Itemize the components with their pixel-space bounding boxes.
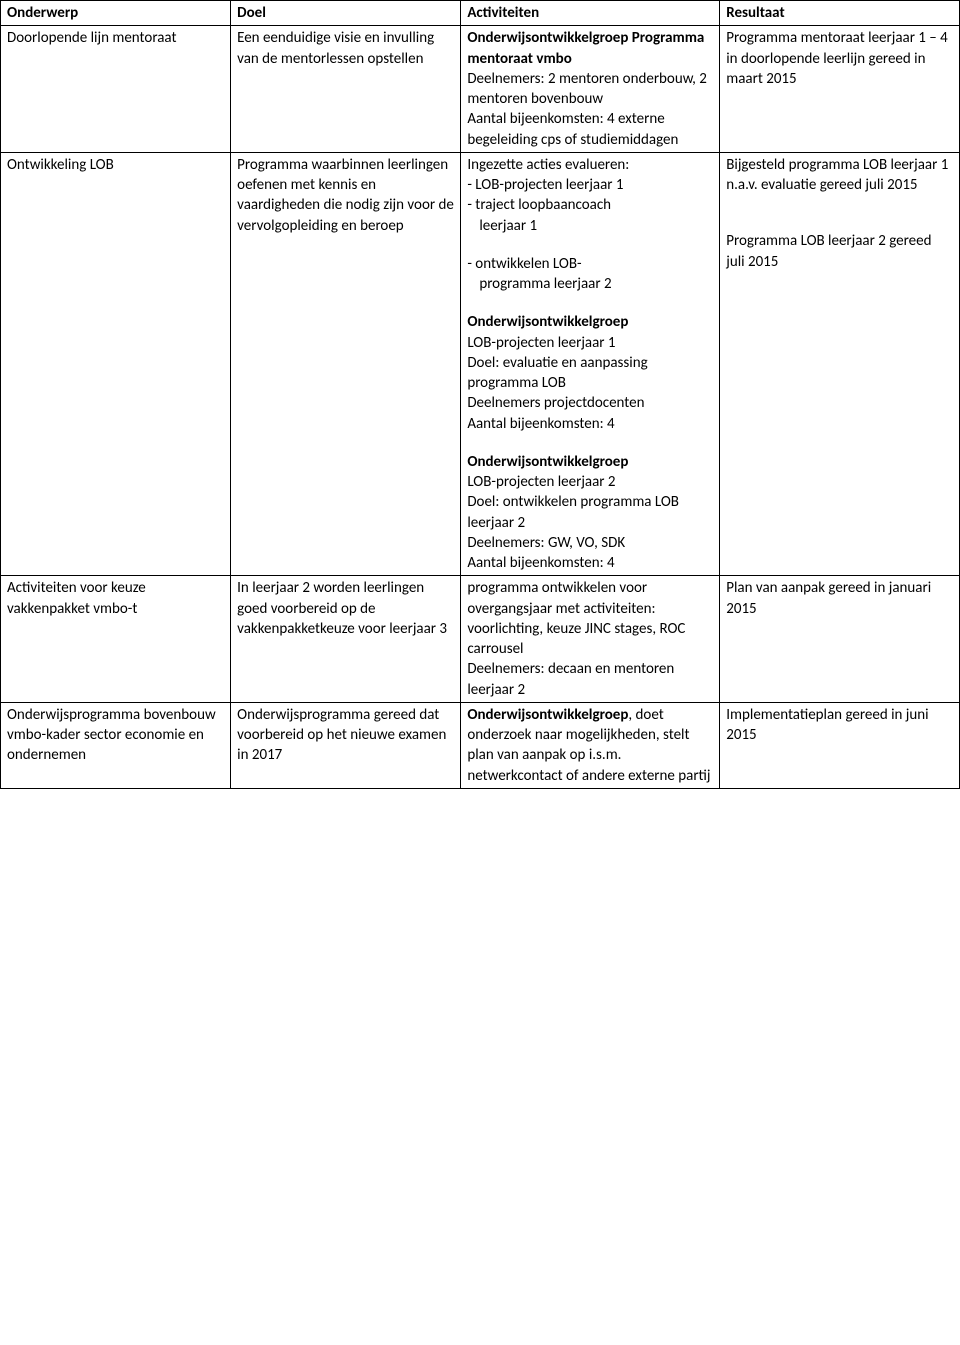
activity-text: leerjaar 1: [467, 216, 713, 236]
main-table: Onderwerp Doel Activiteiten Resultaat Do…: [0, 0, 960, 789]
table-row: Doorlopende lijn mentoraat Een eenduidig…: [1, 26, 960, 153]
cell-onderwerp: Onderwijsprogramma bovenbouw vmbo-kader …: [1, 702, 231, 788]
activity-group-title: Onderwijsontwikkelgroep: [467, 452, 713, 472]
cell-activiteiten: Onderwijsontwikkelgroep, doet onderzoek …: [461, 702, 720, 788]
activity-text: LOB-projecten leerjaar 1: [467, 333, 713, 353]
cell-doel: Een eenduidige visie en invulling van de…: [231, 26, 461, 153]
activity-text: programma leerjaar 2: [467, 274, 713, 294]
cell-resultaat: Programma mentoraat leerjaar 1 – 4 in do…: [720, 26, 960, 153]
activity-group-title: Onderwijsontwikkelgroep: [467, 312, 713, 332]
header-doel: Doel: [231, 1, 461, 26]
activity-text: Deelnemers: decaan en mentoren leerjaar …: [467, 659, 713, 700]
activity-group-title: Onderwijsontwikkelgroep: [467, 706, 628, 724]
table-row: Ontwikkeling LOB Programma waarbinnen le…: [1, 152, 960, 576]
activity-text: Doel: ontwikkelen programma LOB leerjaar…: [467, 492, 713, 533]
cell-doel: Programma waarbinnen leerlingen oefenen …: [231, 152, 461, 576]
activity-text: Aantal bijeenkomsten: 4: [467, 553, 713, 573]
activity-group-title: Onderwijsontwikkelgroep Programma mentor…: [467, 28, 713, 69]
spacer: [467, 236, 713, 254]
spacer: [726, 195, 953, 231]
activity-text: Ingezette acties evalueren:: [467, 155, 713, 175]
activity-text: Deelnemers: GW, VO, SDK: [467, 533, 713, 553]
cell-doel: Onderwijsprogramma gereed dat voorbereid…: [231, 702, 461, 788]
spacer: [467, 294, 713, 312]
cell-onderwerp: Ontwikkeling LOB: [1, 152, 231, 576]
activity-text: - ontwikkelen LOB-: [467, 254, 713, 274]
cell-onderwerp: Activiteiten voor keuze vakkenpakket vmb…: [1, 576, 231, 703]
cell-resultaat: Implementatieplan gereed in juni 2015: [720, 702, 960, 788]
cell-resultaat: Plan van aanpak gereed in januari 2015: [720, 576, 960, 703]
header-activiteiten: Activiteiten: [461, 1, 720, 26]
header-onderwerp: Onderwerp: [1, 1, 231, 26]
activity-text: Deelnemers: 2 mentoren onderbouw, 2 ment…: [467, 69, 713, 110]
spacer: [467, 434, 713, 452]
cell-activiteiten: programma ontwikkelen voor overgangsjaar…: [461, 576, 720, 703]
table-row: Activiteiten voor keuze vakkenpakket vmb…: [1, 576, 960, 703]
activity-text: - LOB-projecten leerjaar 1: [467, 175, 713, 195]
result-text: Programma LOB leerjaar 2 gereed juli 201…: [726, 231, 953, 272]
activity-text: Aantal bijeenkomsten: 4 externe begeleid…: [467, 109, 713, 150]
result-text: Bijgesteld programma LOB leerjaar 1 n.a.…: [726, 155, 953, 196]
cell-resultaat: Bijgesteld programma LOB leerjaar 1 n.a.…: [720, 152, 960, 576]
cell-activiteiten: Ingezette acties evalueren: - LOB-projec…: [461, 152, 720, 576]
cell-activiteiten: Onderwijsontwikkelgroep Programma mentor…: [461, 26, 720, 153]
activity-text: Doel: evaluatie en aanpassing programma …: [467, 353, 713, 394]
activity-text: Aantal bijeenkomsten: 4: [467, 414, 713, 434]
activity-text: LOB-projecten leerjaar 2: [467, 472, 713, 492]
cell-onderwerp: Doorlopende lijn mentoraat: [1, 26, 231, 153]
table-row: Onderwijsprogramma bovenbouw vmbo-kader …: [1, 702, 960, 788]
activity-text: Deelnemers projectdocenten: [467, 393, 713, 413]
table-header-row: Onderwerp Doel Activiteiten Resultaat: [1, 1, 960, 26]
header-resultaat: Resultaat: [720, 1, 960, 26]
activity-text: - traject loopbaancoach: [467, 195, 713, 215]
cell-doel: In leerjaar 2 worden leerlingen goed voo…: [231, 576, 461, 703]
activity-text: programma ontwikkelen voor overgangsjaar…: [467, 578, 713, 659]
